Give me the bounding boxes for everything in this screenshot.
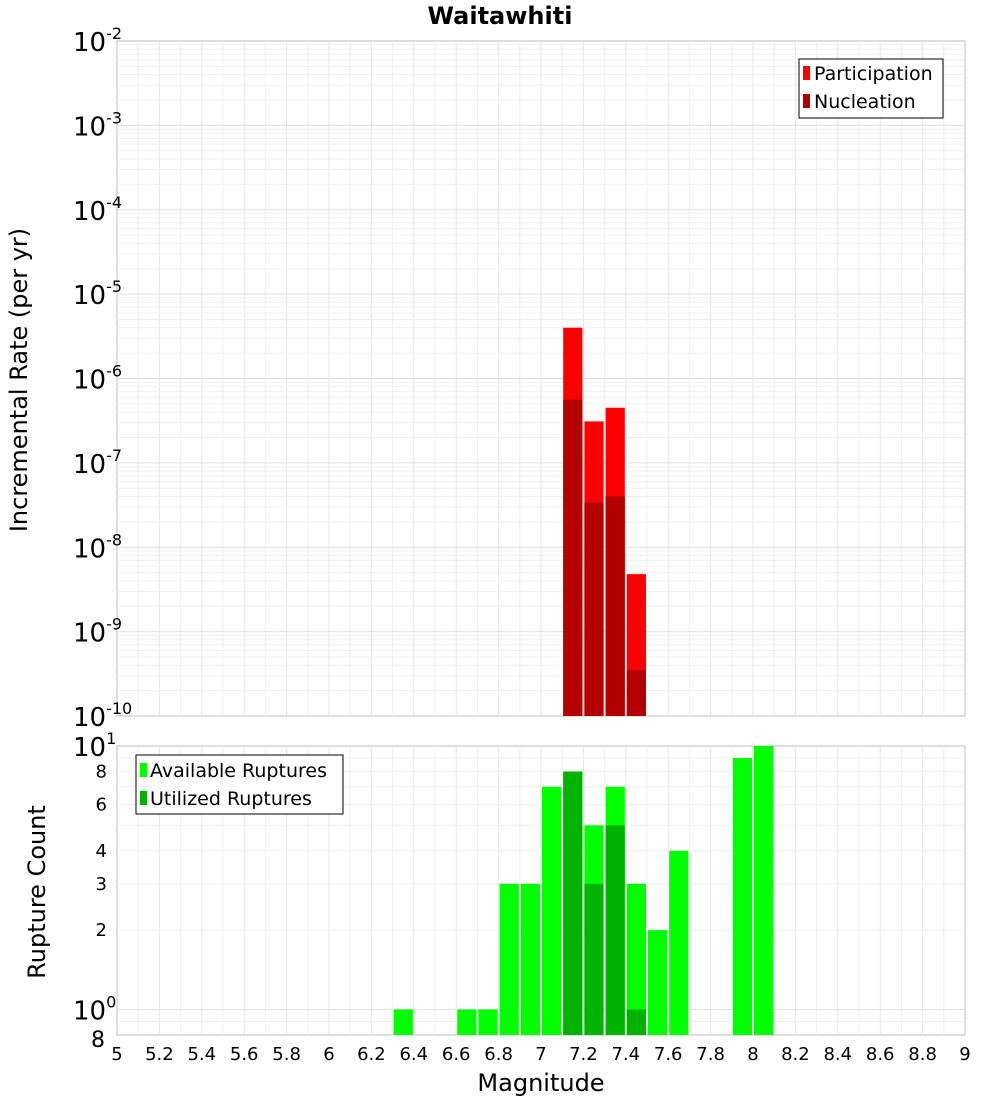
legend-utilized-swatch (140, 791, 147, 805)
x-tick-label: 6.2 (357, 1044, 386, 1065)
top-y-tick-label: 10-8 (73, 530, 122, 564)
legend-utilized-label: Utilized Ruptures (150, 788, 312, 810)
x-tick-label: 8 (747, 1044, 758, 1065)
x-tick-label: 9 (959, 1044, 970, 1065)
available-bar (542, 786, 562, 1035)
available-bar (499, 883, 519, 1035)
x-tick-label: 8.4 (823, 1044, 852, 1065)
x-tick-label: 8.6 (866, 1044, 895, 1065)
bottom-legend-box (135, 754, 344, 815)
bottom-y-tick-major-label: 100 (73, 992, 116, 1026)
legend-nucleation-label: Nucleation (814, 91, 916, 113)
x-tick-label: 6.4 (399, 1044, 428, 1065)
utilized-bar (584, 883, 604, 1035)
bottom-y-tick-minor-label: 8 (91, 1028, 105, 1053)
utilized-bar (605, 825, 625, 1035)
x-tick-label: 5.6 (230, 1044, 259, 1065)
top-y-tick-label: 10-10 (73, 699, 132, 733)
available-bar (732, 758, 752, 1035)
bottom-x-ticks: 5 5.2 5.4 5.6 5.8 6 6.2 6.4 6.6 6.8 7 7.2 7.4 7.6 7.8 8… (111, 1044, 970, 1065)
legend-participation-label: Participation (814, 63, 933, 85)
x-tick-label: 7.8 (696, 1044, 725, 1065)
x-tick-label: 7 (535, 1044, 546, 1065)
nucleation-bar (605, 496, 625, 716)
bottom-legend: Available Ruptures Utilized Ruptures (135, 754, 344, 815)
available-bar (457, 1009, 477, 1035)
top-y-axis-label: Incremental Rate (per yr) (5, 228, 33, 532)
top-y-tick-label: 10-7 (73, 446, 122, 480)
available-bar (626, 883, 646, 1035)
available-bar (478, 1009, 498, 1035)
available-bar (648, 930, 668, 1035)
x-tick-label: 7.6 (654, 1044, 683, 1065)
x-tick-label: 6.8 (484, 1044, 513, 1065)
legend-available-swatch (140, 763, 147, 777)
bottom-bars (393, 746, 774, 1035)
top-y-tick-label: 10-3 (73, 108, 122, 142)
nucleation-bar (584, 502, 604, 716)
top-y-tick-label: 10-4 (73, 193, 122, 227)
x-tick-label: 6 (323, 1044, 334, 1065)
bottom-y-tick-minor-label: 6 (96, 794, 107, 815)
top-y-tick-label: 10-6 (73, 362, 122, 396)
top-bars (563, 327, 646, 716)
legend-participation-swatch (803, 66, 810, 80)
x-tick-label: 5.4 (187, 1044, 216, 1065)
available-bar (669, 850, 689, 1035)
nucleation-bar (626, 670, 646, 716)
x-tick-label: 8.2 (781, 1044, 810, 1065)
available-bar (393, 1009, 413, 1035)
top-legend: Participation Nucleation (798, 58, 944, 119)
utilized-bar (626, 1009, 646, 1035)
x-axis-label: Magnitude (477, 1069, 604, 1097)
chart-title: Waitawhiti (428, 2, 573, 30)
x-tick-label: 6.6 (442, 1044, 471, 1065)
x-tick-label: 7.4 (611, 1044, 640, 1065)
legend-nucleation-swatch (803, 94, 810, 108)
top-y-tick-label: 10-5 (73, 277, 122, 311)
bottom-y-tick-minor-label: 8 (96, 762, 107, 783)
x-tick-label: 5.2 (145, 1044, 174, 1065)
bottom-y-tick-minor-label: 2 (96, 920, 107, 941)
top-legend-box (798, 58, 944, 119)
bottom-y-tick-minor-label: 4 (96, 841, 107, 862)
top-y-tick-label: 10-9 (73, 615, 122, 649)
utilized-bar (563, 771, 583, 1035)
x-tick-label: 5 (111, 1044, 122, 1065)
bottom-y-axis-label: Rupture Count (23, 805, 51, 979)
available-bar (520, 883, 540, 1035)
x-tick-label: 5.8 (272, 1044, 301, 1065)
top-y-tick-label: 10-2 (73, 24, 122, 58)
legend-available-label: Available Ruptures (150, 760, 327, 782)
available-bar (754, 746, 774, 1035)
bottom-y-tick-minor-label: 3 (96, 874, 107, 895)
nucleation-bar (563, 399, 583, 716)
top-y-ticks: 10-10 10-9 10-8 10-7 10-6 10-5 10-4 10-3 10-2 (73, 24, 132, 733)
bottom-y-tick-major-label: 101 (73, 729, 116, 763)
x-tick-label: 7.2 (569, 1044, 598, 1065)
top-grid (117, 41, 965, 716)
top-panel: 10-10 10-9 10-8 10-7 10-6 10-5 10-4 10-3 10-2 In… (5, 24, 966, 733)
x-tick-label: 8.8 (908, 1044, 937, 1065)
